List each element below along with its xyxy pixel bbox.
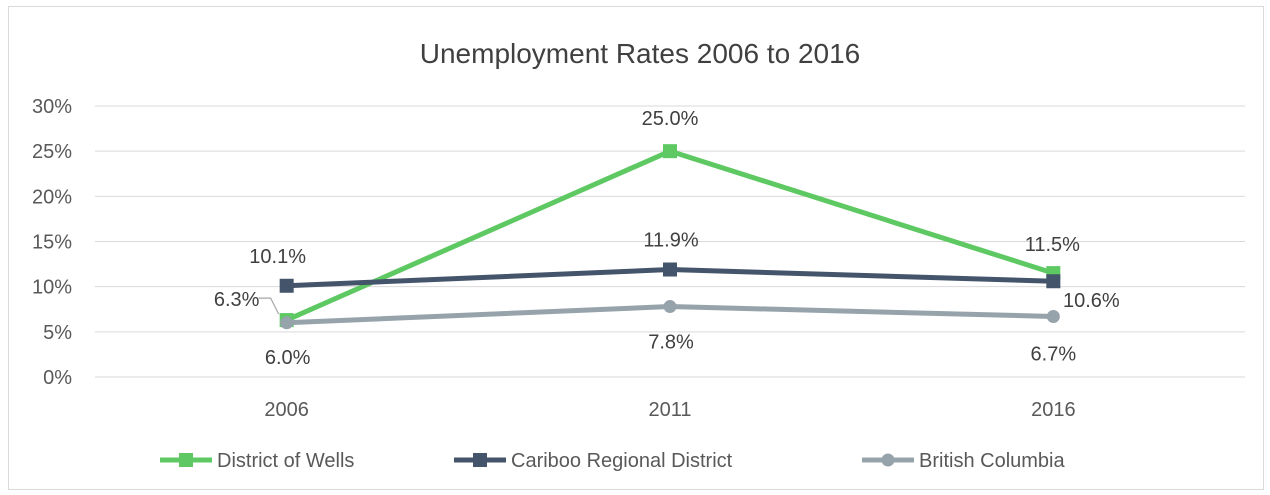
chart-frame (8, 6, 1264, 490)
data-label: 25.0% (642, 108, 699, 130)
legend-label: District of Wells (217, 450, 354, 472)
y-tick-label: 15% (32, 232, 72, 254)
data-point (280, 316, 294, 330)
data-label: 6.3% (214, 289, 260, 311)
y-tick-label: 30% (32, 96, 72, 118)
data-label: 11.5% (1025, 234, 1080, 256)
data-label: 7.8% (648, 332, 694, 354)
legend-marker (473, 453, 487, 467)
data-point (1046, 274, 1061, 289)
x-tick-label: 2006 (264, 399, 309, 421)
data-label: 6.7% (1031, 343, 1077, 365)
y-tick-label: 25% (32, 141, 72, 163)
series-group (279, 144, 1061, 330)
legend-marker (881, 453, 895, 467)
legend: District of Wells Cariboo Regional Distri… (160, 450, 1065, 472)
data-label: 10.6% (1063, 290, 1120, 312)
legend-label: British Columbia (919, 450, 1065, 472)
y-tick-label: 20% (32, 186, 72, 208)
data-label: 10.1% (249, 246, 306, 268)
data-label: 11.9% (643, 230, 698, 252)
x-axis: 2006 2011 2016 (264, 399, 1075, 421)
data-label: 6.0% (265, 347, 311, 369)
x-tick-label: 2011 (648, 399, 691, 421)
leader-line (258, 297, 280, 315)
y-axis: 0% 5% 10% 15% 20% 25% 30% (32, 96, 72, 389)
legend-item: District of Wells (160, 450, 354, 472)
data-point (663, 262, 677, 277)
data-labels: 6.3% 25.0% 11.5% 10.1% 11.9% 10.6% 6.0% 7.8% 6.7… (214, 108, 1120, 369)
data-point (663, 300, 677, 314)
y-tick-label: 5% (43, 322, 72, 344)
chart-title: Unemployment Rates 2006 to 2016 (420, 38, 861, 69)
legend-item: British Columbia (862, 450, 1065, 472)
y-tick-label: 10% (32, 277, 72, 299)
legend-marker (179, 453, 193, 467)
legend-label: Cariboo Regional District (511, 450, 733, 472)
data-point (1046, 309, 1060, 323)
legend-item: Cariboo Regional District (454, 450, 733, 472)
x-tick-label: 2016 (1031, 399, 1076, 421)
data-point (663, 144, 677, 159)
data-point (279, 278, 294, 293)
y-tick-label: 0% (43, 367, 72, 389)
